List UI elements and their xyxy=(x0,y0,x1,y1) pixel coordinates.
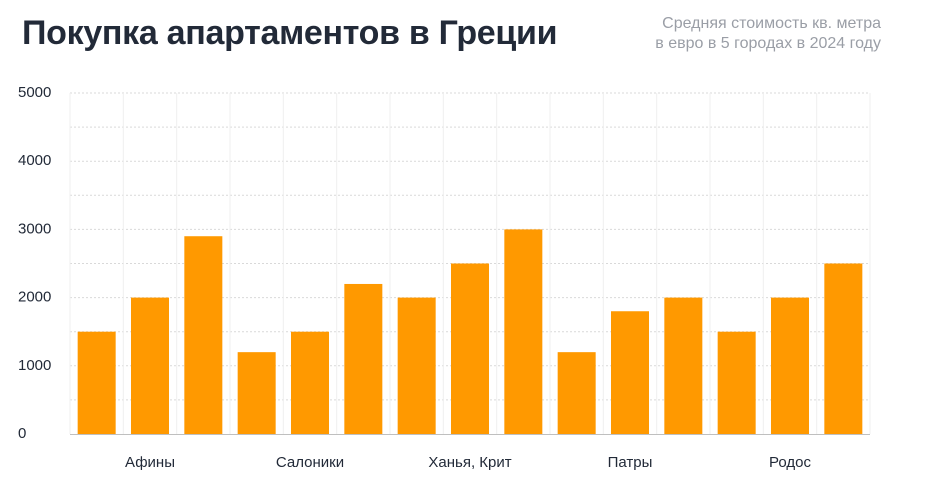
y-tick-label: 0 xyxy=(18,425,26,442)
bars xyxy=(77,229,863,434)
bar xyxy=(664,297,703,434)
subtitle-line-1: Средняя стоимость кв. метра xyxy=(662,15,881,32)
bar xyxy=(611,311,649,434)
subtitle-line-2: в евро в 5 городах в 2024 году xyxy=(655,35,881,52)
y-tick-label: 2000 xyxy=(18,289,51,306)
category-label: Салоники xyxy=(276,454,344,471)
chart-title: Покупка апартаментов в Греции xyxy=(22,14,558,52)
bar xyxy=(237,352,276,434)
category-label: Афины xyxy=(125,454,175,471)
grid-lines xyxy=(69,92,871,434)
bar xyxy=(717,331,756,434)
bar xyxy=(291,331,329,434)
bar xyxy=(77,331,116,434)
bar xyxy=(451,263,489,434)
y-tick-label: 4000 xyxy=(18,152,51,169)
y-tick-label: 3000 xyxy=(18,220,51,237)
category-label: Родос xyxy=(769,454,811,471)
y-axis-ticks: 0 1000 2000 3000 4000 5000 xyxy=(18,84,51,442)
y-tick-label: 5000 xyxy=(18,84,51,101)
bar xyxy=(131,297,169,434)
bar xyxy=(344,283,383,434)
category-label: Патры xyxy=(608,454,653,471)
y-tick-label: 1000 xyxy=(18,357,51,374)
bar xyxy=(557,352,596,434)
bar xyxy=(397,297,436,434)
chart-subtitle: Средняя стоимость кв. метра в евро в 5 г… xyxy=(655,14,881,54)
bar xyxy=(824,263,863,434)
bar xyxy=(184,236,223,434)
category-label: Ханья, Крит xyxy=(428,454,511,471)
x-axis-categories: Афины Салоники Ханья, Крит Патры Родос xyxy=(125,454,811,471)
bar xyxy=(504,229,543,434)
bar xyxy=(771,297,809,434)
